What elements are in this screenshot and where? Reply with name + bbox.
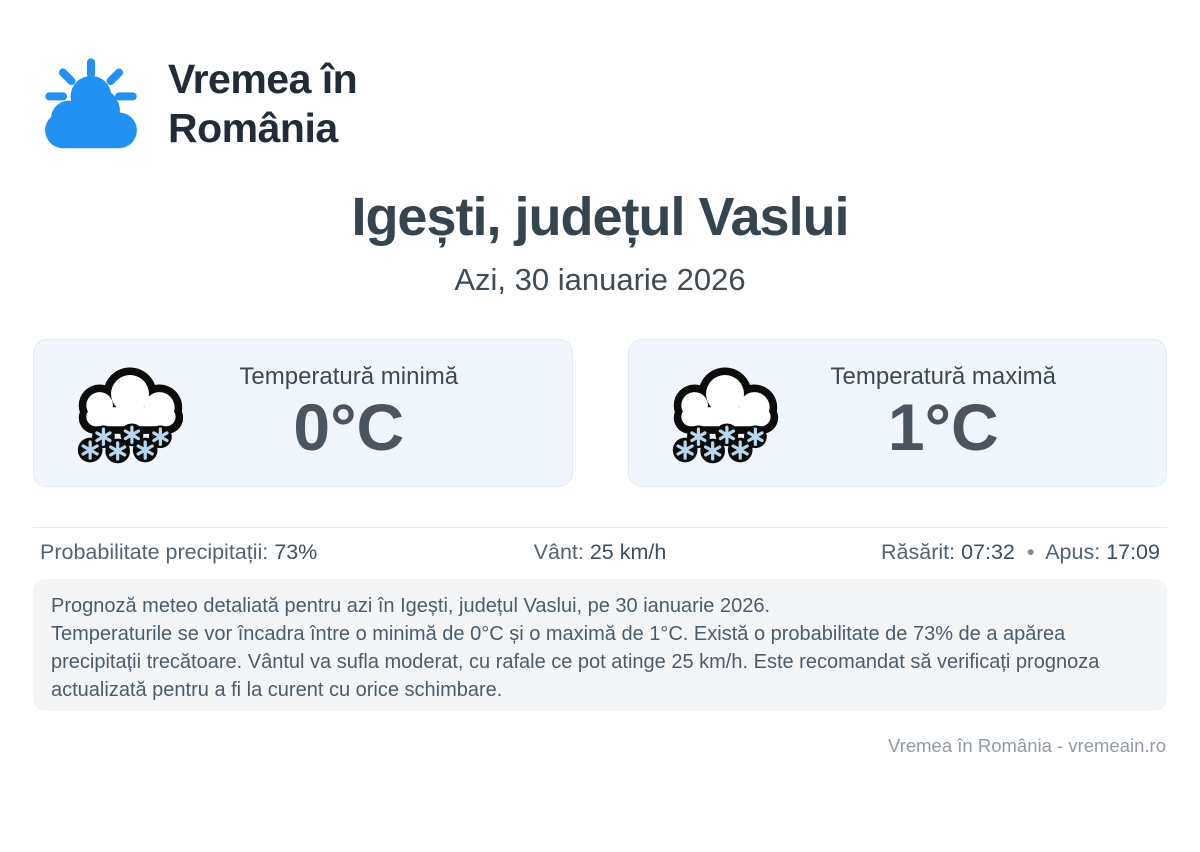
bullet-separator: • — [1026, 540, 1035, 564]
max-temperature-label: Temperatură maximă — [830, 363, 1056, 391]
stats-divider — [33, 527, 1167, 528]
sunset-value: 17:09 — [1106, 540, 1160, 564]
snow-cloud-icon — [672, 367, 778, 464]
max-temperature-card: Temperatură maximă 1°C — [627, 339, 1167, 487]
footer-credit: Vremea în România - vremeain.ro — [888, 735, 1166, 756]
page-subtitle: Azi, 30 ianuarie 2026 — [454, 262, 746, 297]
max-temperature-value: 1°C — [887, 389, 999, 464]
page-title: Igești, județul Vaslui — [351, 187, 849, 247]
precipitation-stat: Probabilitate precipitații: 73% — [40, 540, 413, 565]
sunset-label: Apus: — [1045, 540, 1101, 564]
max-temperature-text: Temperatură maximă 1°C — [781, 363, 1107, 464]
min-temperature-value: 0°C — [293, 389, 405, 464]
forecast-description: Prognoză meteo detaliată pentru azi în I… — [33, 579, 1167, 711]
precipitation-label: Probabilitate precipitații: — [40, 540, 269, 564]
min-temperature-label: Temperatură minimă — [239, 363, 459, 391]
site-name-line1: Vremea în — [168, 55, 358, 102]
site-logo[interactable]: Vremea în România — [40, 52, 1200, 156]
site-name: Vremea în România — [168, 55, 358, 153]
sun-times-stat: Răsărit: 07:32 • Apus: 17:09 — [787, 540, 1160, 565]
wind-stat: Vânt: 25 km/h — [413, 540, 786, 565]
wind-label: Vânt: — [533, 540, 584, 564]
wind-value: 25 km/h — [589, 540, 667, 564]
site-name-line2: România — [168, 105, 338, 151]
stats-row: Probabilitate precipitații: 73% Vânt: 25… — [33, 528, 1167, 565]
sunrise-label: Răsărit: — [881, 540, 956, 564]
snow-cloud-icon — [77, 367, 184, 464]
temperature-cards: Temperatură minimă 0°C — [0, 339, 1200, 487]
precipitation-value: 73% — [274, 540, 318, 564]
min-temperature-text: Temperatură minimă 0°C — [186, 363, 512, 464]
sunrise-value: 07:32 — [961, 540, 1015, 564]
min-temperature-card: Temperatură minimă 0°C — [33, 339, 573, 487]
sun-cloud-logo-icon — [45, 58, 137, 149]
